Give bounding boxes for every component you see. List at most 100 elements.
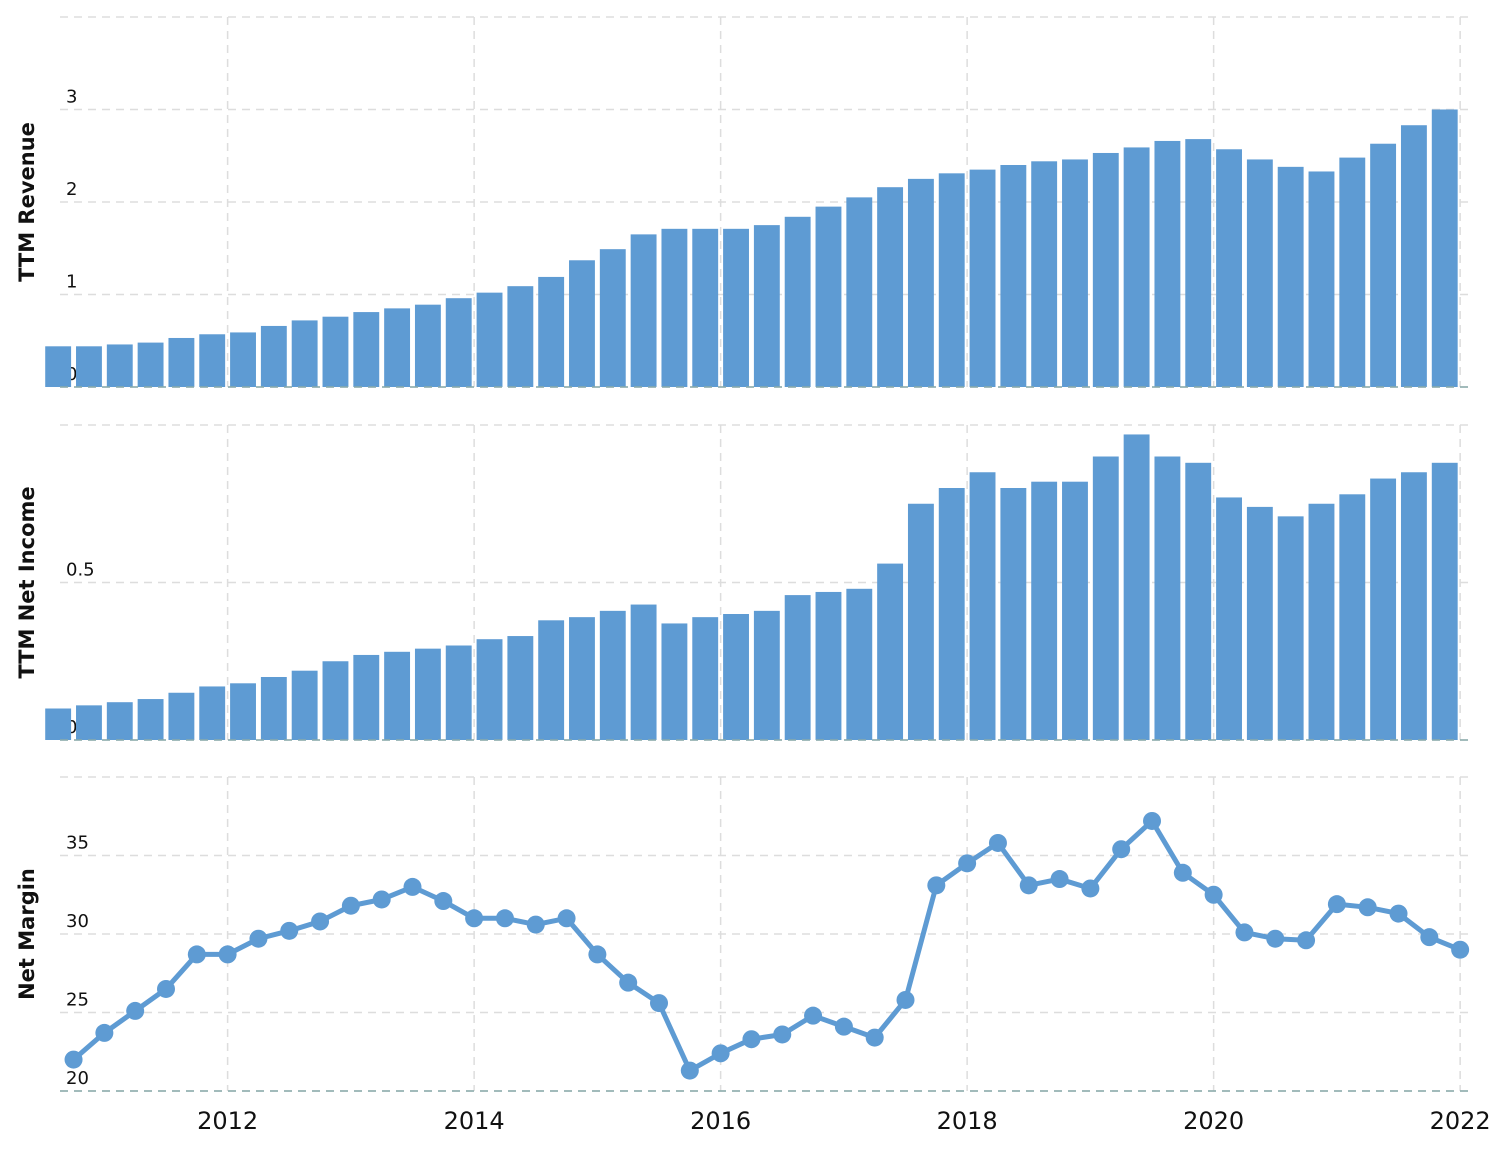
bar <box>230 332 256 387</box>
marker <box>434 892 453 911</box>
bar <box>1277 166 1304 387</box>
marker <box>526 915 545 934</box>
bar <box>1277 516 1304 740</box>
bar <box>1216 497 1242 740</box>
bar <box>1431 462 1458 740</box>
bar <box>569 617 595 740</box>
bar <box>1400 125 1427 387</box>
bar <box>353 654 380 740</box>
bar <box>877 563 904 740</box>
bar <box>1062 159 1088 387</box>
bar <box>538 620 565 740</box>
marker <box>1389 904 1408 923</box>
bar <box>630 234 657 387</box>
marker <box>865 1028 884 1047</box>
marker <box>896 990 915 1009</box>
y-axis-title: TTM Net Income <box>15 486 39 678</box>
bar <box>1370 143 1397 387</box>
x-tick-label: 2012 <box>197 1107 258 1135</box>
bar <box>1185 139 1212 387</box>
bar <box>445 298 472 387</box>
bar <box>784 595 811 740</box>
bar <box>353 312 380 387</box>
bar <box>569 260 595 387</box>
y-tick-label: 20 <box>66 1068 89 1089</box>
y-tick-label: 3 <box>66 87 77 108</box>
bar <box>1370 478 1397 740</box>
bar <box>445 645 472 740</box>
bar <box>260 325 287 387</box>
bar <box>1185 462 1212 740</box>
marker <box>1451 940 1470 959</box>
bar <box>414 648 441 740</box>
bar <box>938 488 965 740</box>
bar <box>476 639 503 740</box>
bar <box>168 692 195 740</box>
bar <box>106 702 133 740</box>
bar <box>45 708 72 740</box>
marker <box>988 833 1007 852</box>
bar <box>199 686 226 740</box>
y-tick-label: 0.5 <box>66 560 95 581</box>
marker <box>1112 840 1131 859</box>
line <box>71 818 1462 1074</box>
bar <box>1154 456 1181 740</box>
bar <box>1431 109 1458 387</box>
bar <box>291 320 318 387</box>
marker <box>495 909 514 928</box>
bar <box>969 472 996 740</box>
marker <box>280 921 299 940</box>
bar <box>476 292 503 387</box>
bar <box>260 677 287 740</box>
marker <box>588 945 607 964</box>
marker <box>619 973 638 992</box>
bar <box>76 346 102 387</box>
bar <box>599 610 626 740</box>
bar <box>846 197 873 387</box>
bar <box>599 249 626 387</box>
bar <box>1339 494 1366 740</box>
bar <box>384 308 411 387</box>
marker <box>64 1050 83 1069</box>
marker <box>249 929 268 948</box>
bar <box>414 304 441 387</box>
bar <box>168 337 195 387</box>
bar <box>1154 140 1181 387</box>
bar <box>1031 481 1058 740</box>
bar <box>291 670 318 740</box>
marker <box>773 1025 792 1044</box>
marker <box>187 945 206 964</box>
bar <box>723 614 749 740</box>
bar <box>1339 157 1366 387</box>
bar <box>723 228 749 387</box>
x-tick-label: 2022 <box>1430 1107 1491 1135</box>
y-tick-label: 30 <box>66 911 89 932</box>
marker <box>650 994 669 1013</box>
marker <box>1266 929 1285 948</box>
bar <box>76 705 102 740</box>
bar <box>1308 171 1335 387</box>
bar <box>877 187 904 387</box>
marker <box>218 945 237 964</box>
bar <box>45 346 72 387</box>
marker <box>1019 876 1038 895</box>
bar <box>1216 149 1242 387</box>
marker <box>1204 885 1223 904</box>
bar <box>661 623 688 740</box>
marker <box>341 896 360 915</box>
bar <box>784 216 811 387</box>
marker <box>958 854 977 873</box>
bar <box>1000 488 1027 740</box>
marker <box>156 979 175 998</box>
y-tick-label: 35 <box>66 833 89 854</box>
y-tick-label: 25 <box>66 990 89 1011</box>
bar <box>199 334 226 387</box>
marker <box>680 1061 699 1080</box>
bar <box>1308 503 1335 740</box>
marker <box>557 909 576 928</box>
bar <box>969 169 996 387</box>
bar <box>1092 456 1119 740</box>
marker <box>1050 870 1069 889</box>
y-axis-title: TTM Revenue <box>15 122 39 282</box>
